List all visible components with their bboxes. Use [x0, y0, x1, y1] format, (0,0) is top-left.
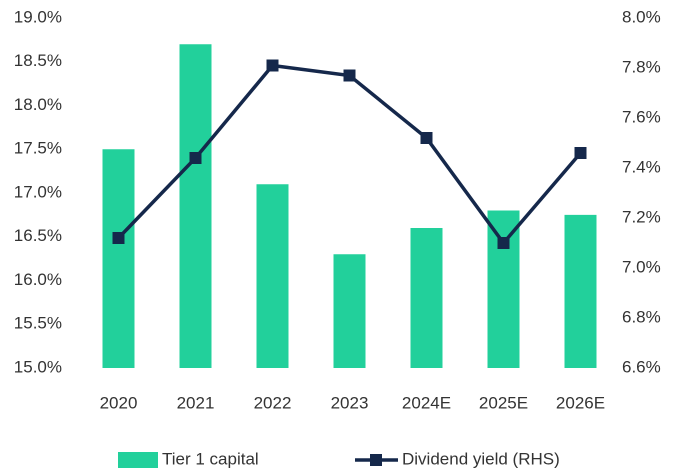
y2-tick-label: 7.2% [622, 207, 661, 226]
legend-label: Dividend yield (RHS) [402, 449, 560, 468]
x-tick-label: 2020 [100, 393, 138, 412]
legend-swatch [118, 452, 158, 468]
x-tick-label: 2023 [331, 393, 369, 412]
bar [487, 210, 520, 368]
y2-tick-label: 8.0% [622, 7, 661, 26]
marker [343, 69, 356, 82]
y-tick-label: 18.0% [14, 95, 62, 114]
y-tick-label: 16.5% [14, 226, 62, 245]
marker [266, 59, 279, 72]
y-tick-label: 17.5% [14, 139, 62, 158]
y-tick-label: 15.5% [14, 314, 62, 333]
x-tick-label: 2021 [177, 393, 215, 412]
y-tick-label: 19.0% [14, 7, 62, 26]
bar [179, 44, 212, 368]
y2-tick-label: 7.8% [622, 57, 661, 76]
marker [497, 237, 510, 249]
y-tick-label: 15.0% [14, 357, 62, 376]
y2-tick-label: 7.4% [622, 157, 661, 176]
x-tick-label: 2025E [479, 393, 528, 412]
marker [189, 152, 202, 164]
x-tick-label: 2024E [402, 393, 451, 412]
y2-tick-label: 7.6% [622, 107, 661, 126]
y-tick-label: 17.0% [14, 182, 62, 201]
bar [410, 228, 443, 368]
marker [420, 132, 433, 144]
legend-marker [370, 454, 382, 466]
y2-tick-label: 6.6% [622, 357, 661, 376]
marker [112, 232, 125, 244]
bar [102, 149, 135, 368]
legend-label: Tier 1 capital [162, 449, 259, 468]
y-tick-label: 18.5% [14, 51, 62, 70]
bar [333, 254, 366, 368]
x-tick-label: 2022 [254, 393, 292, 412]
x-tick-label: 2026E [556, 393, 605, 412]
y2-tick-label: 6.8% [622, 307, 661, 326]
bar [564, 214, 597, 368]
marker [574, 147, 587, 159]
bar [256, 184, 289, 368]
y-tick-label: 16.0% [14, 270, 62, 289]
y2-tick-label: 7.0% [622, 257, 661, 276]
